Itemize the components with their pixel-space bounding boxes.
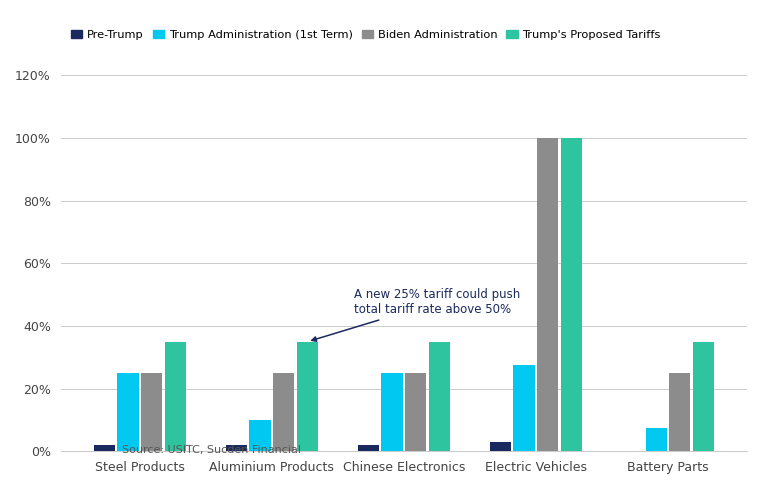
- Bar: [537, 138, 558, 451]
- Bar: [94, 445, 115, 451]
- Bar: [117, 373, 139, 451]
- Text: A new 25% tariff could push
total tariff rate above 50%: A new 25% tariff could push total tariff…: [312, 288, 520, 341]
- Bar: [165, 342, 186, 451]
- Bar: [514, 365, 534, 451]
- Bar: [226, 445, 246, 451]
- Legend: Pre-Trump, Trump Administration (1st Term), Biden Administration, Trump's Propos: Pre-Trump, Trump Administration (1st Ter…: [66, 25, 665, 44]
- Bar: [405, 373, 427, 451]
- Bar: [561, 138, 582, 451]
- Bar: [669, 373, 691, 451]
- Bar: [297, 342, 318, 451]
- Text: Source: USITC, Sucden Financial: Source: USITC, Sucden Financial: [122, 445, 301, 455]
- Bar: [490, 442, 511, 451]
- Bar: [693, 342, 715, 451]
- Bar: [141, 373, 162, 451]
- Bar: [381, 373, 403, 451]
- Bar: [645, 428, 667, 451]
- Bar: [249, 420, 270, 451]
- Bar: [429, 342, 450, 451]
- Bar: [273, 373, 294, 451]
- Bar: [358, 445, 379, 451]
